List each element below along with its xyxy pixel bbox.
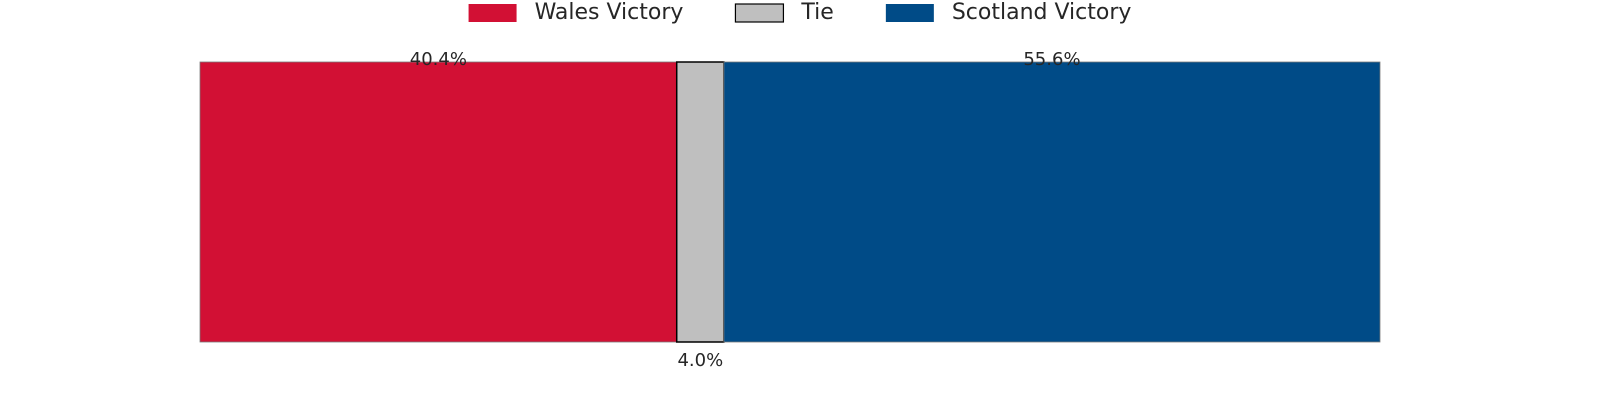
legend-label-tie: Tie — [800, 0, 833, 25]
chart-data-labels: 40.4% 4.0% 55.6% — [410, 49, 1081, 371]
data-label-tie: 4.0% — [677, 350, 723, 371]
data-label-scotland-victory: 55.6% — [1023, 49, 1080, 70]
bar-segment-tie — [675, 61, 725, 343]
legend-label-wales-victory: Wales Victory — [535, 0, 684, 25]
bar-segment-wales-victory — [199, 61, 678, 343]
legend-swatch-scotland-victory — [885, 4, 934, 22]
legend-label-scotland-victory: Scotland Victory — [952, 0, 1132, 25]
chart-bars — [199, 61, 1381, 343]
chart-legend: Wales Victory Tie Scotland Victory — [468, 0, 1132, 25]
data-label-wales-victory: 40.4% — [410, 49, 467, 70]
legend-swatch-tie — [734, 3, 785, 23]
bar-segment-scotland-victory — [723, 61, 1381, 343]
legend-swatch-wales-victory — [468, 4, 517, 22]
